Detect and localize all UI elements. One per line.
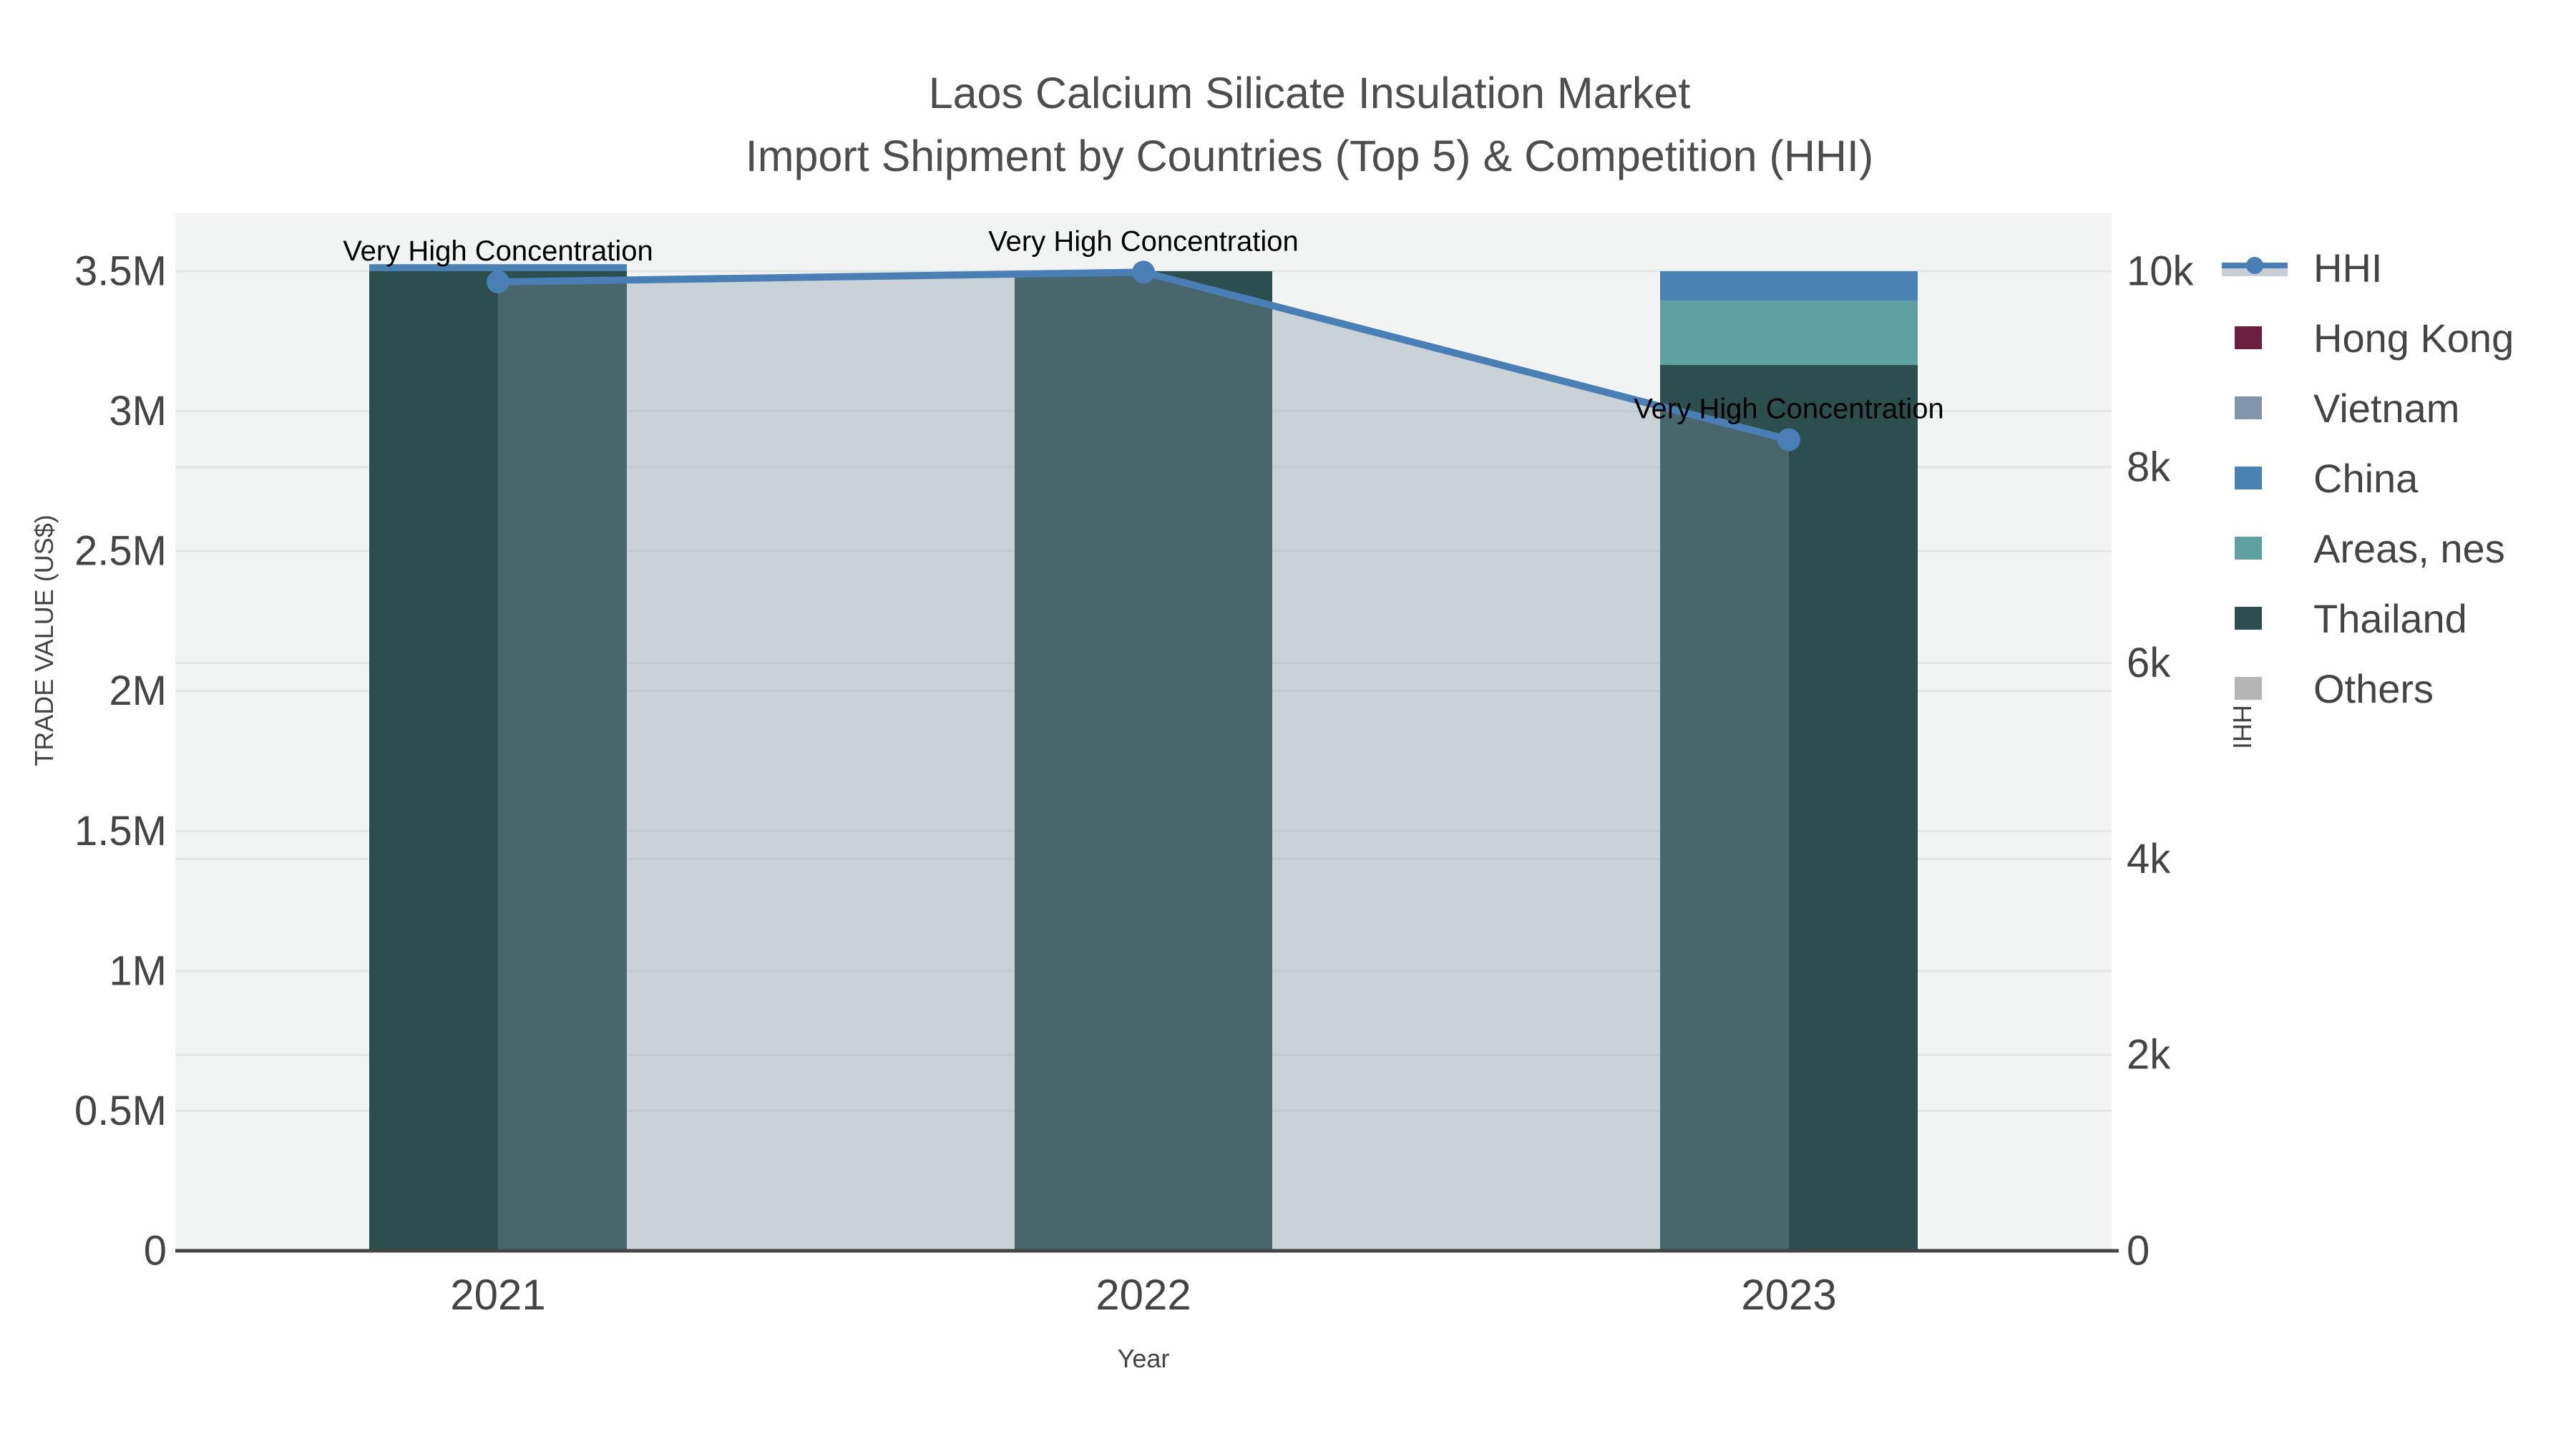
- legend-item-vietnam[interactable]: Vietnam: [2222, 373, 2514, 443]
- left-tick-label: 0.5M: [74, 1088, 167, 1134]
- bar-segment-thailand-2022[interactable]: [1015, 271, 1272, 1251]
- annotation: Very High Concentration: [1634, 393, 1944, 424]
- chart-title-line1: Laos Calcium Silicate Insulation Market: [928, 69, 1691, 117]
- bar-segment-thailand-2023[interactable]: [1660, 365, 1918, 1252]
- right-tick-label: 4k: [2127, 836, 2171, 882]
- legend-item-hong-kong[interactable]: Hong Kong: [2222, 303, 2514, 373]
- legend-item-label: Hong Kong: [2313, 315, 2514, 361]
- legend-swatch-color: [2235, 396, 2262, 419]
- legend-item-label: Thailand: [2313, 595, 2467, 641]
- left-tick-label: 3M: [109, 388, 167, 434]
- left-tick-label: 3.5M: [74, 248, 167, 295]
- annotation: Very High Concentration: [343, 235, 653, 267]
- legend-swatch: [2222, 396, 2288, 419]
- x-axis-title: Year: [1117, 1344, 1170, 1373]
- left-tick-label: 2.5M: [74, 528, 167, 575]
- legend-swatch-color: [2235, 607, 2262, 630]
- legend-swatch-color: [2235, 677, 2262, 700]
- legend-item-hhi[interactable]: HHI: [2222, 233, 2514, 303]
- left-axis-title: TRADE VALUE (US$): [29, 514, 59, 766]
- right-tick-label: 6k: [2127, 640, 2171, 686]
- legend-item-label: Others: [2313, 665, 2434, 711]
- right-tick-label: 8k: [2127, 444, 2171, 490]
- hhi-marker-2023[interactable]: [1777, 428, 1800, 452]
- annotation: Very High Concentration: [988, 225, 1299, 257]
- legend-item-others[interactable]: Others: [2222, 653, 2514, 723]
- legend-item-areas-nes[interactable]: Areas, nes: [2222, 513, 2514, 583]
- right-tick-label: 2k: [2127, 1032, 2171, 1078]
- left-tick-label: 1M: [109, 947, 167, 994]
- legend-swatch: [2222, 677, 2288, 700]
- legend-swatch: [2222, 467, 2288, 489]
- hhi-marker-2022[interactable]: [1132, 260, 1155, 284]
- legend-swatch-color: [2235, 326, 2262, 349]
- hhi-legend-symbol: [2222, 257, 2288, 276]
- legend-item-label: Areas, nes: [2313, 525, 2505, 571]
- bar-segment-china-2021[interactable]: [369, 264, 627, 271]
- legend: HHI Hong Kong Vietnam China Areas, nes T…: [2222, 233, 2514, 723]
- bar-segment-areas-nes-2023[interactable]: [1660, 301, 1918, 366]
- x-tick-label: 2022: [1096, 1271, 1191, 1319]
- legend-swatch: [2222, 607, 2288, 630]
- legend-item-label: HHI: [2313, 245, 2383, 291]
- right-tick-label: 0: [2127, 1228, 2150, 1274]
- legend-item-china[interactable]: China: [2222, 443, 2514, 513]
- legend-swatch: [2222, 537, 2288, 560]
- left-tick-label: 0: [144, 1228, 167, 1274]
- left-tick-label: 1.5M: [74, 808, 167, 854]
- legend-item-label: Vietnam: [2313, 385, 2460, 431]
- hhi-area-fill: [498, 272, 1789, 1251]
- legend-swatch-color: [2235, 537, 2262, 560]
- bar-segment-thailand-2021[interactable]: [369, 271, 627, 1251]
- legend-swatch: [2222, 326, 2288, 349]
- legend-item-label: China: [2313, 455, 2419, 501]
- hhi-marker-2021[interactable]: [487, 270, 509, 294]
- x-tick-label: 2023: [1741, 1271, 1836, 1319]
- legend-swatch: [2222, 253, 2288, 282]
- x-tick-label: 2021: [450, 1271, 545, 1319]
- chart-title-line2: Import Shipment by Countries (Top 5) & C…: [745, 132, 1874, 180]
- right-tick-label: 10k: [2127, 248, 2195, 295]
- left-tick-label: 2M: [109, 668, 167, 714]
- legend-item-thailand[interactable]: Thailand: [2222, 583, 2514, 653]
- bar-segment-china-2023[interactable]: [1660, 271, 1918, 301]
- legend-swatch-color: [2235, 467, 2262, 489]
